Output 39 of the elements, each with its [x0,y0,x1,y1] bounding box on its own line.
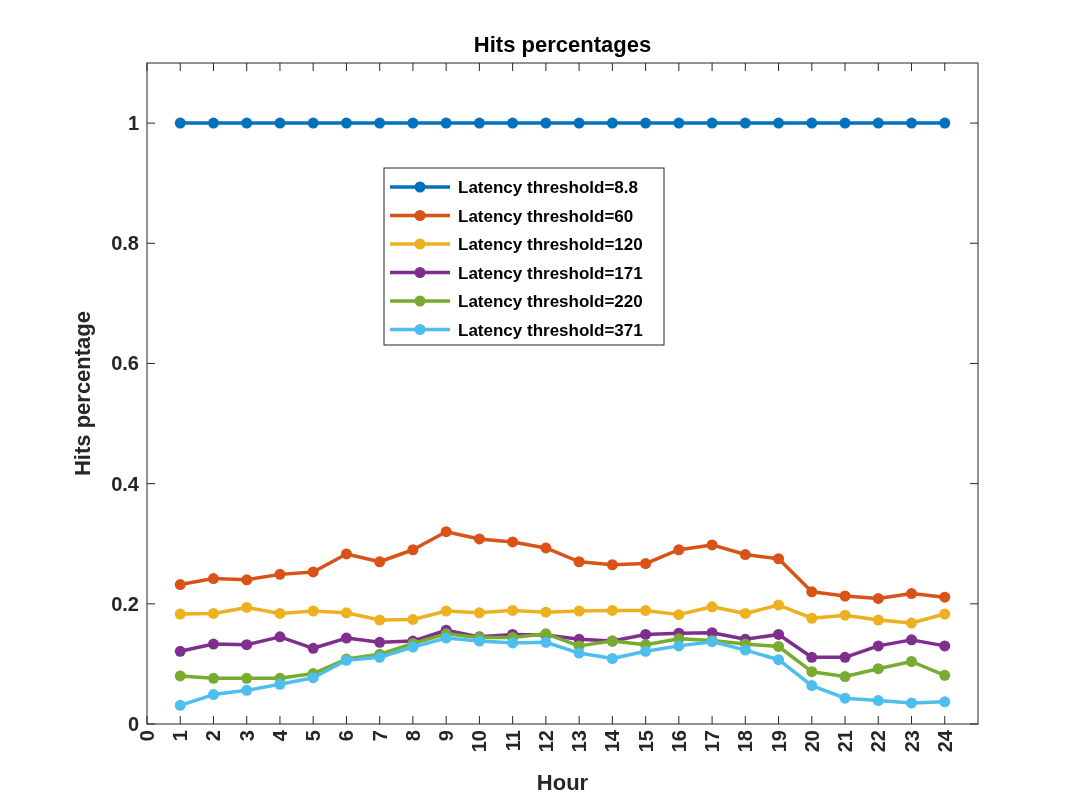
x-tick-label: 16 [667,730,690,753]
y-axis-title: Hits percentage [70,310,95,477]
x-tick-label: 11 [501,730,524,752]
x-tick-label: 1 [169,730,192,742]
x-tick-label: 17 [701,730,724,753]
x-axis-title: Hour [536,770,589,795]
y-tick-label: 1 [127,112,139,135]
y-tick-label: 0.4 [111,472,140,495]
y-tick-label: 0.2 [111,592,139,615]
x-tick-label: 2 [202,730,225,742]
x-tick-label: 7 [368,730,391,742]
y-tick-label: 0.8 [111,232,139,255]
x-tick-label: 22 [867,730,890,753]
legend-label: Latency threshold=8.8 [458,178,638,197]
x-tick-label: 14 [601,729,624,753]
legend-label: Latency threshold=220 [458,292,643,311]
x-tick-label: 10 [468,730,491,753]
x-tick-label: 6 [335,730,358,742]
x-tick-label: 12 [534,730,557,753]
y-tick-label: 0.6 [111,352,139,375]
x-tick-label: 18 [734,730,757,753]
x-tick-label: 0 [136,730,158,742]
x-tick-label: 21 [834,730,857,753]
x-tick-label: 13 [568,730,591,753]
legend-label: Latency threshold=171 [458,263,643,283]
x-tick-label: 20 [800,730,823,753]
x-tick-label: 9 [435,730,458,742]
x-tick-label: 8 [401,730,424,742]
x-tick-label: 3 [235,730,258,742]
legend-label: Latency threshold=60 [458,206,634,226]
x-tick-label: 19 [767,730,790,753]
x-tick-label: 4 [268,729,291,742]
x-tick-label: 24 [933,729,956,753]
legend-label: Latency threshold=371 [458,320,643,340]
chart-title: Hits percentages [473,32,652,57]
legend-label: Latency threshold=120 [458,235,643,254]
x-tick-label: 15 [634,730,657,753]
x-tick-label: 5 [302,730,325,742]
x-tick-label: 23 [900,730,923,753]
